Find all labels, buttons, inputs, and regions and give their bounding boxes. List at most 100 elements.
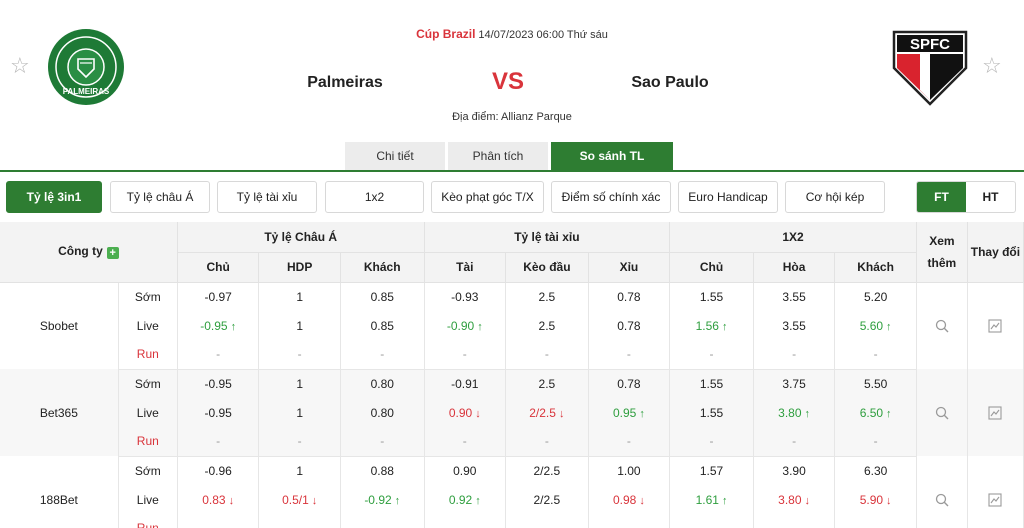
- line-chart-icon[interactable]: [988, 493, 1002, 507]
- odds-cell: 1.56 ↑: [669, 311, 754, 340]
- view-more-cell: [916, 282, 968, 369]
- odds-line-row: Live -0.95 1 0.80 0.90 ↓ 2/2.5 ↓ 0.95 ↑ 1.55 3.80 ↑ 6…: [0, 398, 1024, 427]
- odds-value: -: [873, 434, 878, 449]
- odds-value: -0.96: [204, 463, 232, 478]
- odds-cell: -0.95 ↑: [177, 311, 260, 340]
- filter-asian-button[interactable]: Tỷ lệ châu Á: [110, 181, 210, 213]
- arrow-down-icon: ↓: [558, 407, 565, 420]
- sub-home-header: Chủ: [177, 252, 260, 283]
- tab-chi-tiet[interactable]: Chi tiết: [345, 142, 445, 170]
- search-icon[interactable]: [935, 493, 949, 507]
- odds-cell: 1: [258, 456, 341, 485]
- over-under-header: Tỷ lệ tài xỉu: [424, 222, 671, 253]
- odds-value: -: [463, 521, 467, 528]
- odds-value: 5.90: [859, 492, 884, 507]
- away-team-name[interactable]: Sao Paulo: [631, 74, 709, 91]
- odds-value: 1.57: [699, 463, 724, 478]
- odds-value: -: [874, 521, 878, 528]
- company-name[interactable]: Bet365: [0, 369, 119, 456]
- filter-corners-button[interactable]: Kèo phạt góc T/X: [431, 181, 544, 213]
- odds-cell: 2.5: [505, 311, 589, 340]
- odds-value: -0.93: [451, 289, 479, 304]
- odds-cell: 1: [258, 369, 341, 398]
- odds-cell: 5.50: [834, 369, 917, 398]
- odds-cell: -: [834, 514, 917, 528]
- odds-value: 3.80: [778, 492, 802, 507]
- filter-correct-score-button[interactable]: Điểm số chính xác: [551, 181, 671, 213]
- company-header-label: Công ty: [58, 244, 103, 259]
- odds-cell: -: [669, 340, 754, 370]
- tab-phan-tich[interactable]: Phân tích: [448, 142, 548, 170]
- odds-value: -: [627, 521, 631, 528]
- period-ft-button[interactable]: FT: [917, 182, 966, 212]
- odds-value: -: [462, 347, 467, 362]
- odds-value: 2/2.5: [533, 463, 561, 478]
- odds-cell: 3.75: [753, 369, 836, 398]
- palmeiras-logo-text: PALMEIRAS: [63, 87, 110, 96]
- arrow-down-icon: ↓: [311, 494, 318, 507]
- line-chart-icon[interactable]: [988, 406, 1002, 420]
- arrow-down-icon: ↓: [475, 407, 481, 420]
- odds-cell: -: [340, 514, 425, 528]
- filter-3in1-button[interactable]: Tỷ lệ 3in1: [6, 181, 102, 213]
- arrow-up-icon: ↑: [804, 407, 811, 420]
- arrow-up-icon: ↑: [639, 407, 645, 420]
- filter-double-chance-button[interactable]: Cơ hội kép: [785, 181, 885, 213]
- odds-value: 0.92: [448, 492, 473, 507]
- search-icon[interactable]: [935, 319, 949, 333]
- sao-paulo-logo-text: SPFC: [910, 36, 950, 53]
- odds-value: 0.80: [370, 405, 394, 420]
- odds-value: -0.95: [204, 405, 232, 420]
- odds-value: -0.95: [200, 318, 228, 333]
- competition-line: Cúp Brazil 14/07/2023 06:00 Thứ sáu: [0, 27, 1024, 41]
- arrow-up-icon: ↑: [886, 320, 892, 333]
- odds-value: 0.90: [448, 405, 473, 420]
- odds-line-row: 188Bet Sớm -0.96 1 0.88 0.90 2/2.5 1.00 1.57 3.90…: [0, 456, 1024, 528]
- odds-cell: 0.90: [424, 456, 507, 485]
- favorite-home-star-icon[interactable]: ☆: [10, 53, 30, 78]
- odds-value: 3.80: [778, 405, 802, 420]
- favorite-away-star-icon[interactable]: ☆: [982, 53, 1002, 78]
- add-company-icon[interactable]: +: [106, 247, 119, 260]
- odds-cell: 6.30: [834, 456, 917, 485]
- arrow-up-icon: ↑: [475, 494, 481, 507]
- odds-cell: 5.20: [834, 282, 917, 311]
- odds-value: -: [792, 347, 797, 362]
- odds-cell: -: [177, 427, 260, 457]
- odds-value: -: [709, 434, 714, 449]
- filter-euro-handicap-button[interactable]: Euro Handicap: [678, 181, 778, 213]
- filter-over-under-button[interactable]: Tỷ lệ tài xỉu: [217, 181, 317, 213]
- company-name[interactable]: Sbobet: [0, 282, 119, 369]
- odds-cell: 0.85: [340, 282, 425, 311]
- sub-draw-header: Hòa: [753, 252, 836, 283]
- company-name[interactable]: 188Bet: [0, 456, 119, 528]
- odds-cell: 1.57: [669, 456, 754, 485]
- filter-1x2-button[interactable]: 1x2: [325, 181, 424, 213]
- odds-value: 6.50: [859, 405, 884, 420]
- odds-value: -0.95: [204, 376, 232, 391]
- odds-value: 1.55: [699, 405, 724, 420]
- odds-cell: -: [424, 427, 507, 457]
- odds-cell: -0.95: [177, 398, 260, 427]
- odds-cell: -: [424, 514, 507, 528]
- period-ht-button[interactable]: HT: [982, 190, 999, 204]
- odds-cell: 0.90 ↓: [424, 398, 507, 427]
- sub-1x2-away-header: Khách: [834, 252, 917, 283]
- line-chart-icon[interactable]: [988, 319, 1002, 333]
- tab-so-sanh-tl[interactable]: So sánh TL: [551, 142, 673, 170]
- home-team-name[interactable]: Palmeiras: [307, 74, 383, 91]
- change-cell: [967, 282, 1024, 369]
- arrow-down-icon: ↓: [886, 494, 892, 507]
- search-icon[interactable]: [935, 406, 949, 420]
- odds-cell: -: [834, 340, 917, 370]
- venue-text: Địa điểm: Allianz Parque: [452, 111, 572, 123]
- odds-value: -: [544, 347, 549, 362]
- odds-cell: -: [505, 514, 589, 528]
- competition-name[interactable]: Cúp Brazil: [416, 27, 476, 41]
- odds-value: 1: [296, 318, 304, 333]
- odds-cell: -0.96: [177, 456, 260, 485]
- odds-value: -: [380, 521, 384, 528]
- odds-value: -: [626, 434, 631, 449]
- odds-value: 1: [296, 289, 304, 304]
- sub-hdp-header: HDP: [258, 252, 341, 283]
